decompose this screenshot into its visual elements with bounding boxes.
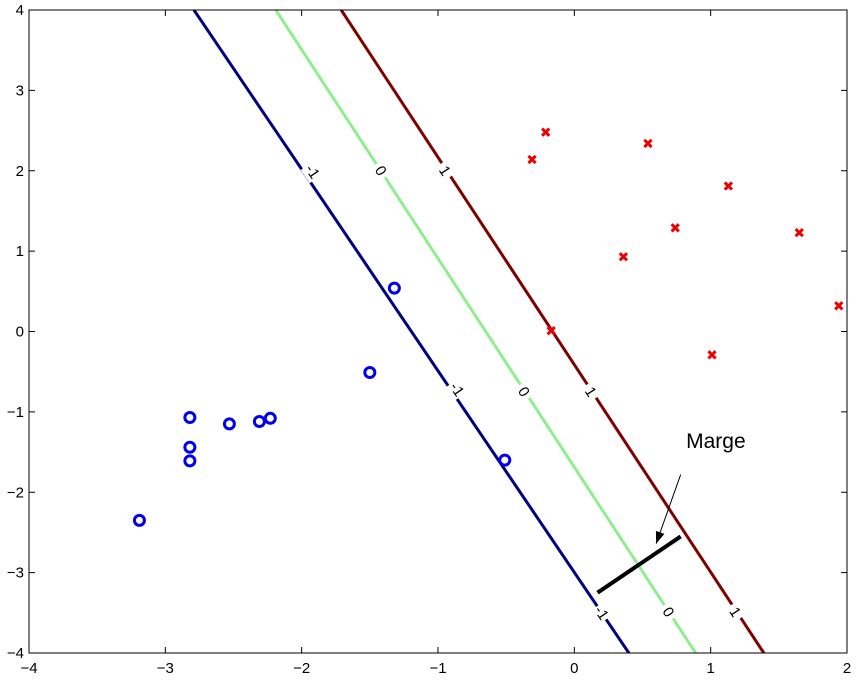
contour-label-text: -1 <box>446 379 468 400</box>
contour-label-text: -1 <box>301 162 323 183</box>
point-circle-8 <box>387 281 401 295</box>
margin-segment <box>596 534 682 595</box>
y-tick-label: 2 <box>16 163 24 180</box>
contour-label-gap <box>656 600 681 624</box>
decision-contours: -1 -1 -1 0 0 0 1 1 1 <box>192 10 766 653</box>
x-tick-label: −4 <box>20 660 37 677</box>
point-circle-3 <box>183 454 197 468</box>
x-tick-label: −1 <box>429 660 446 677</box>
contour-label-gap <box>723 600 748 624</box>
contour-label-1-0: 0 <box>368 159 393 183</box>
contour-label-gap <box>368 159 393 183</box>
y-tick-label: 0 <box>16 324 24 341</box>
point-circle-5 <box>252 415 266 429</box>
contour-label-gap <box>511 380 536 404</box>
annotation-arrow-head-0 <box>655 530 665 544</box>
y-tick-label: 3 <box>16 82 24 99</box>
contour-label-2-0: 1 <box>432 159 457 183</box>
point-circle-2 <box>183 440 197 454</box>
contour-label-1-2: 0 <box>656 600 681 624</box>
point-circle-6 <box>263 411 277 425</box>
contour-label-gap <box>445 377 470 402</box>
contour-label-text: -1 <box>590 603 612 624</box>
point-circle-1 <box>183 411 197 425</box>
point-cross-4 <box>643 138 653 149</box>
y-tick-label: −3 <box>7 565 24 582</box>
annotations: Marge <box>596 430 746 595</box>
point-circle-0 <box>132 513 146 527</box>
contour-label-gap <box>578 380 603 404</box>
point-cross-9 <box>834 301 844 311</box>
point-cross-7 <box>723 181 734 191</box>
x-tick-label: −3 <box>157 660 174 677</box>
x-tick-label: 1 <box>706 660 714 677</box>
contour-line-0 <box>192 10 631 653</box>
point-cross-5 <box>670 223 680 233</box>
contour-label-gap <box>589 601 614 625</box>
point-cross-3 <box>618 252 629 262</box>
x-tick-label: 2 <box>843 660 851 677</box>
annotation-label-0: Marge <box>686 430 746 453</box>
axis-ticks: −4 −3 −2 −1 0 1 2 −4 −3 −2 −1 0 1 2 3 4 <box>7 2 851 677</box>
x-tick-label: 0 <box>570 660 578 677</box>
y-tick-label: −2 <box>7 484 24 501</box>
contour-label-2-1: 1 <box>578 380 603 404</box>
x-tick-label: −2 <box>293 660 310 677</box>
contour-line-1 <box>274 10 697 653</box>
contour-label-1-1: 0 <box>511 380 536 404</box>
point-circle-4 <box>222 417 236 431</box>
contour-label-0-1: -1 <box>445 377 470 402</box>
point-cross-0 <box>527 154 537 165</box>
point-cross-2 <box>546 326 556 336</box>
contour-label-0-0: -1 <box>300 159 325 184</box>
point-cross-1 <box>541 127 551 137</box>
y-tick-label: 4 <box>16 2 24 19</box>
contour-label-gap <box>432 159 457 183</box>
point-cross-8 <box>794 227 804 238</box>
annotation-arrow-shaft-0 <box>655 474 682 544</box>
y-tick-label: 1 <box>16 243 24 260</box>
y-tick-label: −1 <box>7 404 24 421</box>
contour-label-gap <box>300 159 325 184</box>
data-points <box>132 127 844 527</box>
plot-frame <box>28 9 848 654</box>
point-cross-6 <box>707 350 717 360</box>
contour-label-2-2: 1 <box>723 600 748 624</box>
point-circle-7 <box>363 365 377 379</box>
contour-label-0-2: -1 <box>589 601 614 625</box>
y-tick-label: −4 <box>7 645 24 662</box>
point-circle-9 <box>498 453 512 467</box>
